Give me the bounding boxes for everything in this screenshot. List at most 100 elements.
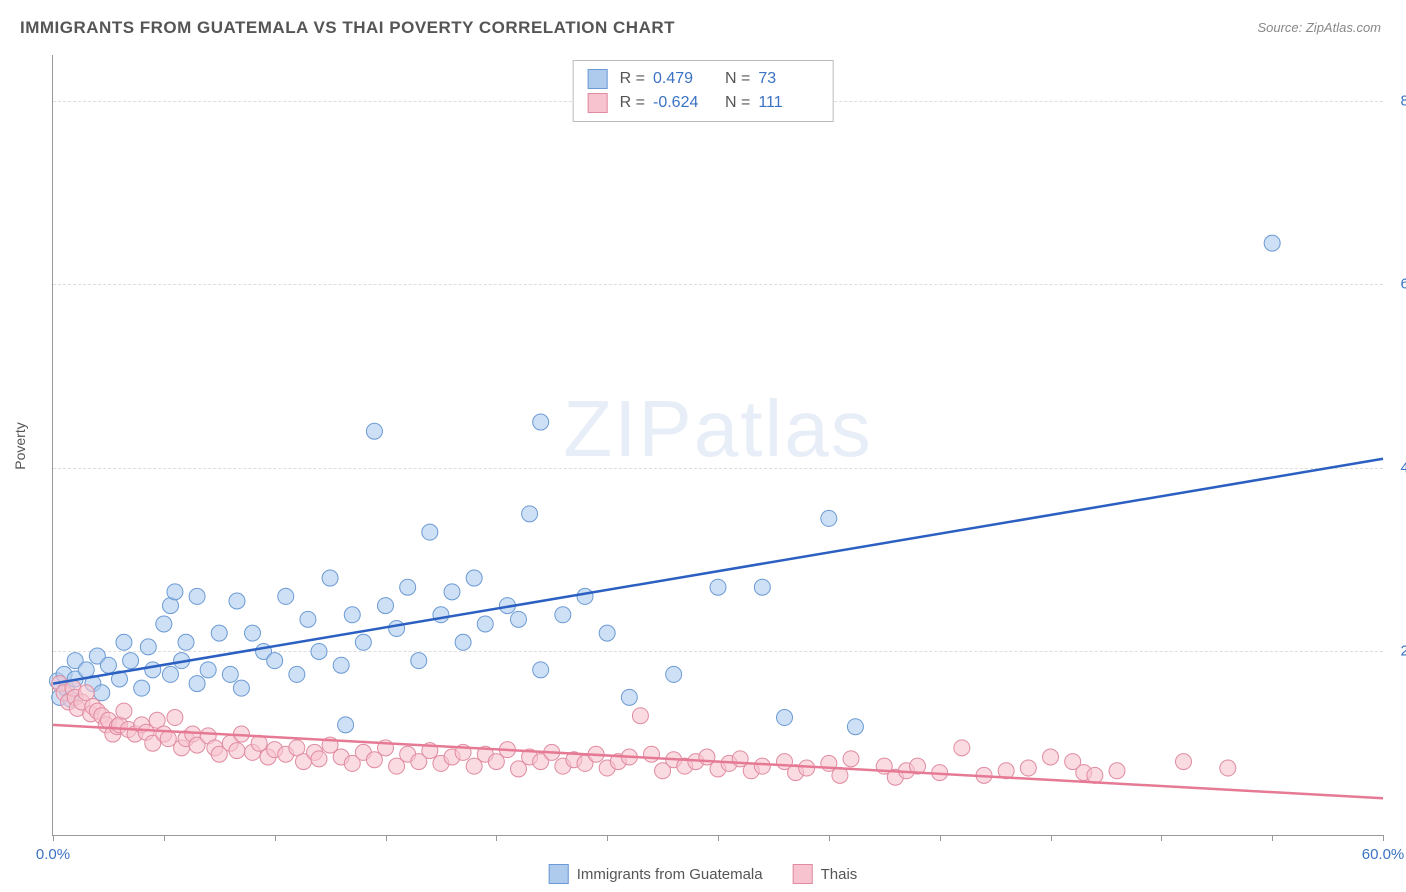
data-point [621,689,637,705]
data-point [1020,760,1036,776]
x-tick [496,835,497,841]
data-point [1264,235,1280,251]
data-point [134,680,150,696]
data-point [666,666,682,682]
swatch-blue [588,69,608,89]
legend-label-blue: Immigrants from Guatemala [577,866,763,883]
data-point [145,662,161,678]
data-point [599,625,615,641]
swatch-blue-icon [549,864,569,884]
data-point [555,607,571,623]
data-point [444,584,460,600]
data-point [1176,754,1192,770]
data-point [843,751,859,767]
x-tick [829,835,830,841]
data-point [100,657,116,673]
data-point [200,662,216,678]
swatch-pink-icon [793,864,813,884]
n-value-pink: 111 [758,91,818,115]
data-point [167,584,183,600]
data-point [378,598,394,614]
scatter-chart [53,55,1383,835]
data-point [178,634,194,650]
data-point [754,579,770,595]
x-tick-label: 60.0% [1362,846,1405,863]
data-point [116,703,132,719]
data-point [422,524,438,540]
x-tick [1383,835,1384,841]
data-point [847,719,863,735]
data-point [477,616,493,632]
data-point [433,607,449,623]
data-point [116,634,132,650]
data-point [222,666,238,682]
data-point [389,621,405,637]
data-point [140,639,156,655]
data-point [338,717,354,733]
data-point [189,588,205,604]
data-point [511,611,527,627]
x-tick [940,835,941,841]
x-tick [53,835,54,841]
legend-item-pink: Thais [793,864,858,884]
x-tick [1161,835,1162,841]
x-tick [386,835,387,841]
data-point [644,746,660,762]
data-point [311,643,327,659]
data-point [289,666,305,682]
data-point [233,680,249,696]
data-point [577,588,593,604]
data-point [156,616,172,632]
y-tick-label: 60.0% [1388,276,1406,293]
y-axis-label: Poverty [12,422,28,469]
data-point [777,710,793,726]
data-point [189,676,205,692]
data-point [94,685,110,701]
data-point [267,653,283,669]
data-point [455,634,471,650]
data-point [710,579,726,595]
x-tick [164,835,165,841]
legend-label-pink: Thais [821,866,858,883]
data-point [1109,763,1125,779]
data-point [322,570,338,586]
data-point [533,414,549,430]
r-value-pink: -0.624 [653,91,713,115]
data-point [311,751,327,767]
x-tick [1051,835,1052,841]
data-point [211,625,227,641]
data-point [245,625,261,641]
x-tick [607,835,608,841]
data-point [1220,760,1236,776]
legend-row-pink: R = -0.624 N = 111 [588,91,819,115]
data-point [229,743,245,759]
r-value-blue: 0.479 [653,67,713,91]
data-point [344,607,360,623]
x-tick [275,835,276,841]
data-point [300,611,316,627]
correlation-legend: R = 0.479 N = 73 R = -0.624 N = 111 [573,60,834,122]
data-point [400,579,416,595]
chart-container: IMMIGRANTS FROM GUATEMALA VS THAI POVERT… [0,0,1406,892]
y-tick-label: 80.0% [1388,92,1406,109]
data-point [533,662,549,678]
data-point [355,634,371,650]
data-point [754,758,770,774]
y-tick-label: 40.0% [1388,459,1406,476]
data-point [333,657,349,673]
data-point [821,510,837,526]
chart-title: IMMIGRANTS FROM GUATEMALA VS THAI POVERT… [20,18,675,38]
data-point [229,593,245,609]
plot-area: ZIPatlas 20.0%40.0%60.0%80.0% 0.0%60.0% [52,55,1383,836]
n-value-blue: 73 [758,67,818,91]
data-point [278,588,294,604]
data-point [167,710,183,726]
data-point [123,653,139,669]
series-legend: Immigrants from Guatemala Thais [549,864,858,884]
data-point [466,570,482,586]
source-attribution: Source: ZipAtlas.com [1257,20,1381,35]
x-tick [718,835,719,841]
data-point [411,653,427,669]
legend-item-blue: Immigrants from Guatemala [549,864,763,884]
legend-row-blue: R = 0.479 N = 73 [588,67,819,91]
